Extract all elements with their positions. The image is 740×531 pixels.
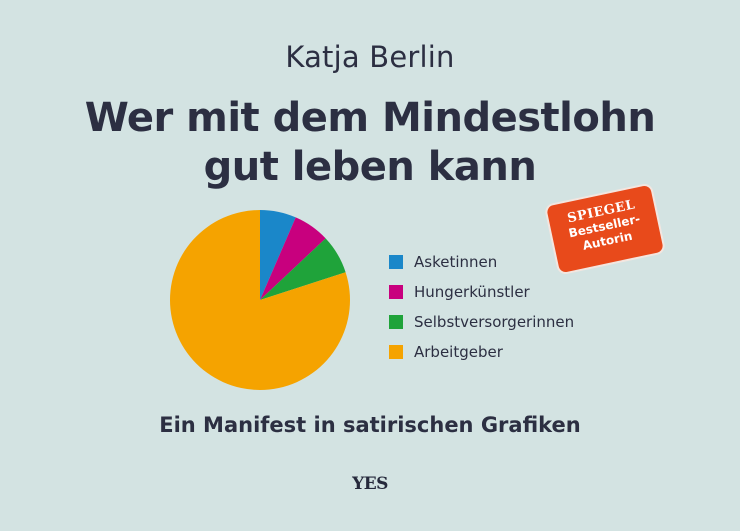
publisher-logo: YES: [352, 474, 388, 494]
author-name: Katja Berlin: [285, 40, 455, 74]
legend-swatch-icon: [389, 285, 403, 299]
legend-swatch-icon: [389, 345, 403, 359]
book-subtitle: Ein Manifest in satirischen Grafiken: [159, 413, 581, 437]
legend-item-arbeitgeber: Arbeitgeber: [389, 337, 574, 367]
legend-item-hungerkuenstler: Hungerkünstler: [389, 277, 574, 307]
title-line-2: gut leben kann: [203, 144, 537, 190]
chart-legend: Asketinnen Hungerkünstler Selbstversorge…: [389, 247, 574, 367]
legend-label: Hungerkünstler: [414, 283, 530, 301]
bestseller-badge: SPIEGEL Bestseller- Autorin: [546, 184, 664, 274]
pie-slice-asketinnen: [260, 210, 296, 300]
legend-swatch-icon: [389, 255, 403, 269]
legend-item-asketinnen: Asketinnen: [389, 247, 574, 277]
pie-chart: [170, 210, 350, 390]
legend-label: Arbeitgeber: [414, 343, 503, 361]
title-line-1: Wer mit dem Mindestlohn: [84, 95, 656, 141]
pie-slice-arbeitgeber: [170, 210, 350, 390]
book-title: Wer mit dem Mindestlohn gut leben kann: [0, 94, 740, 192]
legend-label: Asketinnen: [414, 253, 498, 271]
legend-swatch-icon: [389, 315, 403, 329]
pie-slice-selbstversorgerinnen: [260, 238, 346, 300]
legend-label: Selbstversorgerinnen: [414, 313, 575, 331]
pie-slice-hungerkünstler: [260, 217, 326, 300]
legend-item-selbstversorgerinnen: Selbstversorgerinnen: [389, 307, 574, 337]
